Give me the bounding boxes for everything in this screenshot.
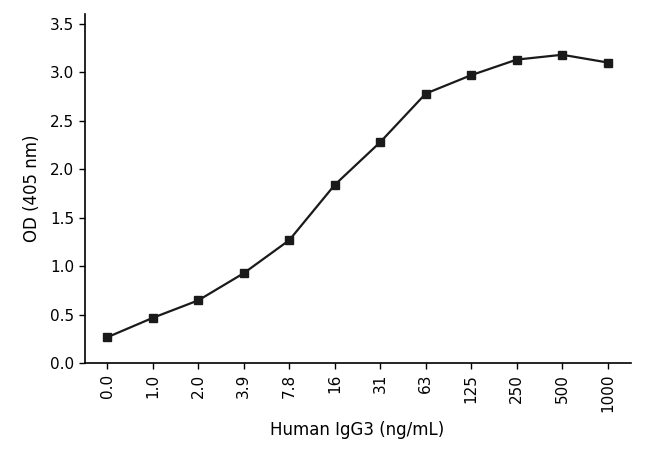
X-axis label: Human IgG3 (ng/mL): Human IgG3 (ng/mL) bbox=[270, 421, 445, 439]
Y-axis label: OD (405 nm): OD (405 nm) bbox=[23, 135, 42, 242]
